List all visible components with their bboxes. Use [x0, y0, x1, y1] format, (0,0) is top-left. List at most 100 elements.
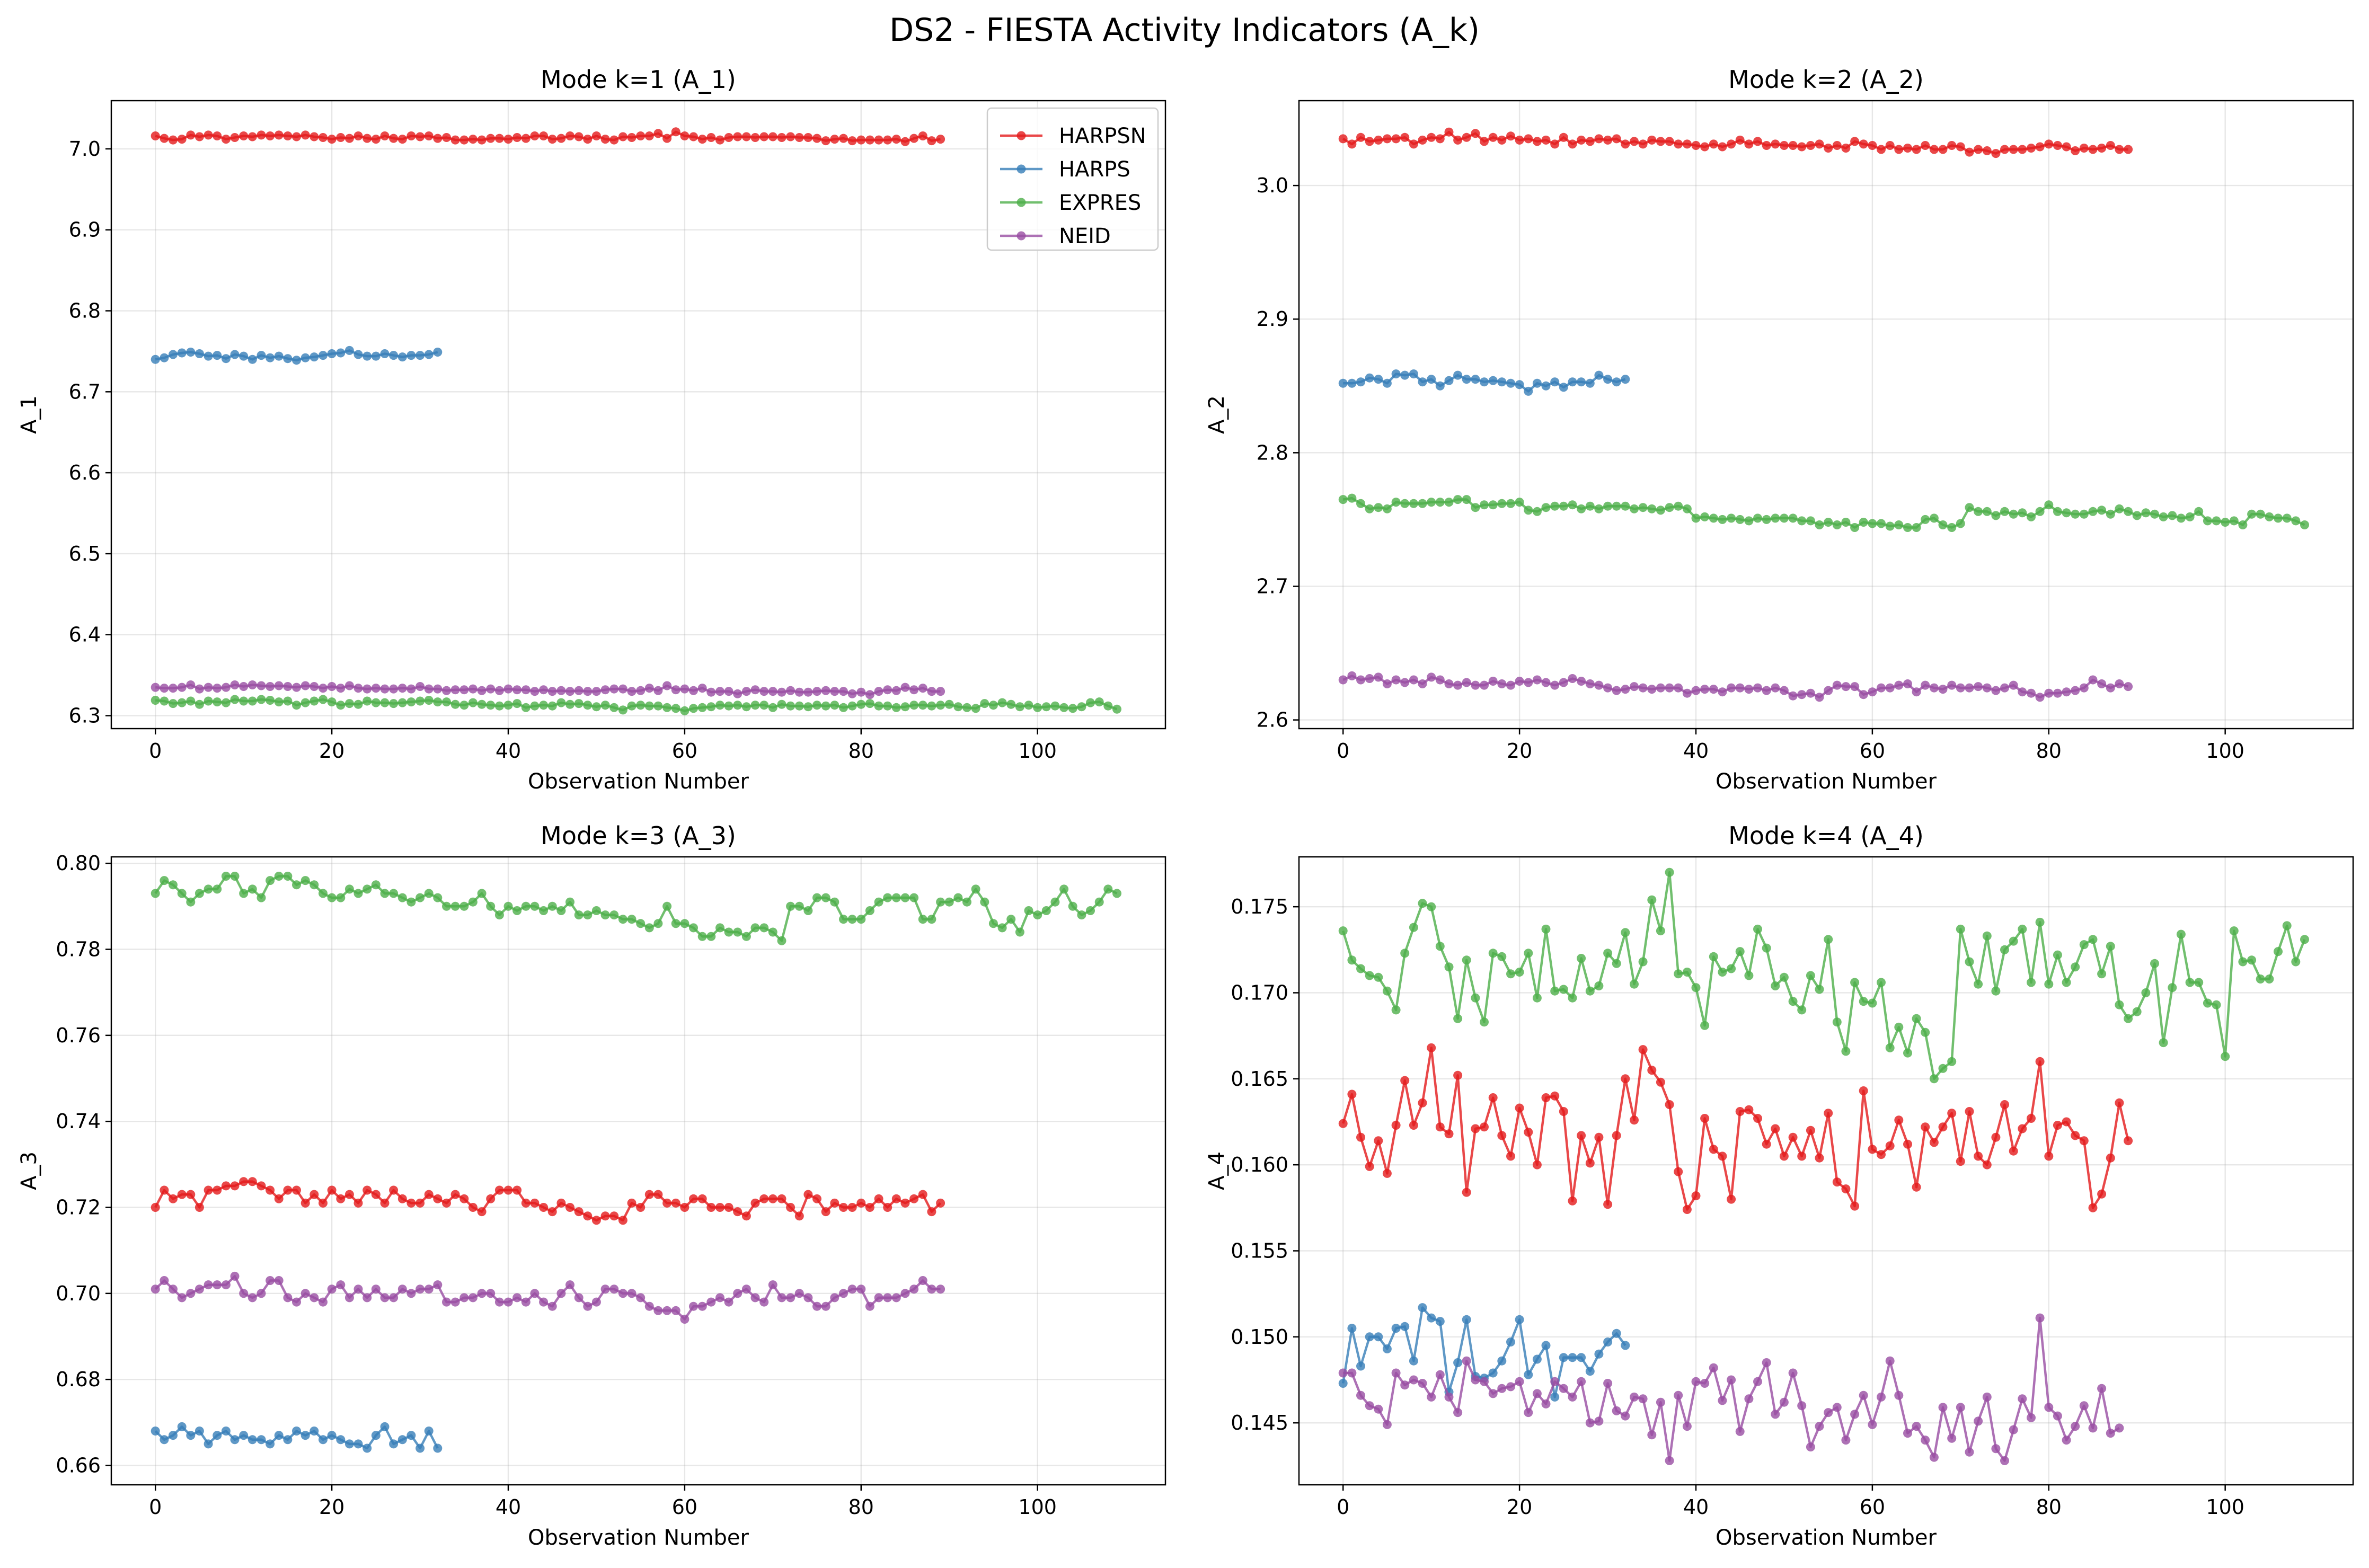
- data-point: [830, 1293, 839, 1303]
- data-point: [1497, 679, 1507, 688]
- data-point: [865, 135, 874, 145]
- data-point: [230, 695, 240, 704]
- data-point: [1400, 949, 1410, 958]
- data-point: [953, 702, 963, 712]
- y-tick-label: 0.70: [56, 1282, 101, 1305]
- data-point: [1409, 139, 1418, 149]
- data-point: [213, 1185, 222, 1195]
- data-point: [2062, 508, 2071, 518]
- data-point: [706, 702, 716, 712]
- data-point: [1921, 515, 1930, 524]
- data-point: [1753, 513, 1762, 523]
- data-point: [1894, 1390, 1904, 1400]
- data-point: [1374, 1332, 1383, 1342]
- data-point: [574, 686, 584, 695]
- data-point: [274, 1276, 284, 1285]
- data-point: [389, 134, 399, 143]
- data-point: [257, 1435, 266, 1445]
- data-point: [2079, 1401, 2089, 1411]
- data-point: [371, 135, 381, 144]
- data-point: [768, 687, 777, 696]
- data-point: [1991, 1444, 2001, 1454]
- data-point: [2044, 500, 2054, 510]
- data-point: [918, 1276, 927, 1285]
- x-axis-label: Observation Number: [1716, 1526, 1937, 1550]
- data-point: [1744, 1105, 1754, 1114]
- data-point: [1991, 149, 2001, 158]
- data-point: [468, 684, 478, 694]
- data-point: [1532, 137, 1542, 146]
- data-point: [2009, 1425, 2018, 1434]
- data-point: [636, 919, 646, 928]
- data-point: [186, 1431, 196, 1440]
- legend-marker: [1016, 198, 1026, 207]
- series-expres: [1338, 493, 2309, 532]
- data-point: [2132, 511, 2142, 520]
- data-point: [1480, 137, 1489, 146]
- data-point: [2000, 683, 2009, 693]
- data-point: [1806, 1126, 1815, 1135]
- data-point: [653, 701, 663, 711]
- data-point: [1585, 1367, 1595, 1376]
- data-point: [344, 1439, 354, 1449]
- series-line-expres: [1342, 871, 2306, 1080]
- data-point: [1638, 503, 1648, 512]
- data-point: [433, 697, 443, 707]
- data-point: [680, 131, 690, 140]
- data-point: [671, 685, 680, 695]
- data-point: [512, 906, 522, 915]
- data-point: [733, 689, 742, 698]
- data-point: [856, 1198, 866, 1208]
- data-point: [416, 696, 425, 706]
- data-point: [406, 1198, 416, 1208]
- data-point: [530, 687, 540, 696]
- data-point: [1471, 503, 1480, 512]
- data-point: [1859, 690, 1868, 699]
- data-point: [618, 684, 627, 694]
- data-point: [1559, 1107, 1568, 1116]
- data-point: [2300, 935, 2309, 944]
- subplot-title: Mode k=3 (A_3): [541, 821, 736, 850]
- data-point: [230, 350, 240, 359]
- data-point: [874, 135, 883, 145]
- data-point: [2115, 145, 2124, 154]
- data-point: [812, 1194, 821, 1203]
- data-point: [2062, 1436, 2071, 1445]
- data-point: [1524, 1370, 1533, 1379]
- data-point: [160, 134, 169, 143]
- data-point: [177, 1293, 187, 1303]
- data-point: [247, 884, 257, 894]
- y-tick-label: 0.145: [1231, 1411, 1288, 1434]
- legend-item-neid: NEID: [1000, 224, 1111, 249]
- data-point: [1400, 1322, 1410, 1331]
- data-point: [160, 1435, 169, 1445]
- data-point: [300, 876, 310, 885]
- data-point: [697, 932, 707, 941]
- data-point: [1832, 1403, 1842, 1412]
- data-point: [1877, 683, 1886, 693]
- data-point: [1427, 1043, 1436, 1052]
- data-point: [2000, 145, 2009, 154]
- data-point: [865, 699, 874, 708]
- data-point: [1965, 957, 1974, 967]
- data-point: [1691, 686, 1701, 695]
- data-point: [2027, 144, 2036, 153]
- data-point: [1444, 127, 1454, 137]
- data-point: [839, 134, 848, 143]
- data-point: [883, 685, 892, 695]
- data-point: [247, 1177, 257, 1186]
- data-point: [2035, 693, 2045, 702]
- data-point: [397, 352, 407, 362]
- data-point: [1753, 1377, 1762, 1386]
- data-point: [724, 1297, 733, 1307]
- data-point: [257, 893, 266, 902]
- data-point: [1991, 986, 2001, 996]
- data-point: [177, 698, 187, 707]
- data-point: [900, 137, 910, 146]
- data-point: [160, 876, 169, 885]
- data-point: [433, 348, 443, 357]
- data-point: [1894, 520, 1904, 529]
- data-point: [1391, 134, 1401, 144]
- data-point: [706, 133, 716, 142]
- data-point: [292, 1185, 301, 1195]
